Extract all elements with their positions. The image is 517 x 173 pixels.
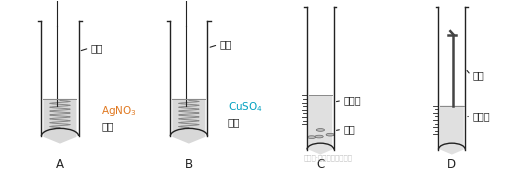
Text: B: B (185, 158, 193, 171)
Polygon shape (172, 99, 205, 144)
Text: 稀硫酸: 稀硫酸 (473, 111, 490, 121)
Circle shape (308, 136, 316, 138)
Text: 铁钉: 铁钉 (473, 70, 484, 80)
Circle shape (316, 129, 325, 131)
Circle shape (315, 135, 323, 138)
Text: 铁丝: 铁丝 (220, 40, 232, 50)
Text: 锌粒: 锌粒 (344, 124, 355, 134)
Circle shape (326, 133, 334, 136)
Text: 溶液: 溶液 (101, 121, 114, 131)
Text: C: C (316, 158, 325, 171)
Text: CuSO$_4$: CuSO$_4$ (227, 100, 263, 114)
Polygon shape (440, 106, 464, 155)
Text: 稀盐酸: 稀盐酸 (344, 95, 361, 106)
Text: D: D (447, 158, 457, 171)
Text: 铜丝: 铜丝 (91, 43, 103, 53)
Text: 溶液: 溶液 (227, 117, 240, 128)
Text: 公众号·初三数学语文英语: 公众号·初三数学语文英语 (303, 155, 353, 161)
Text: A: A (56, 158, 64, 171)
Text: AgNO$_3$: AgNO$_3$ (101, 104, 137, 118)
Polygon shape (309, 95, 332, 155)
Polygon shape (43, 99, 77, 144)
